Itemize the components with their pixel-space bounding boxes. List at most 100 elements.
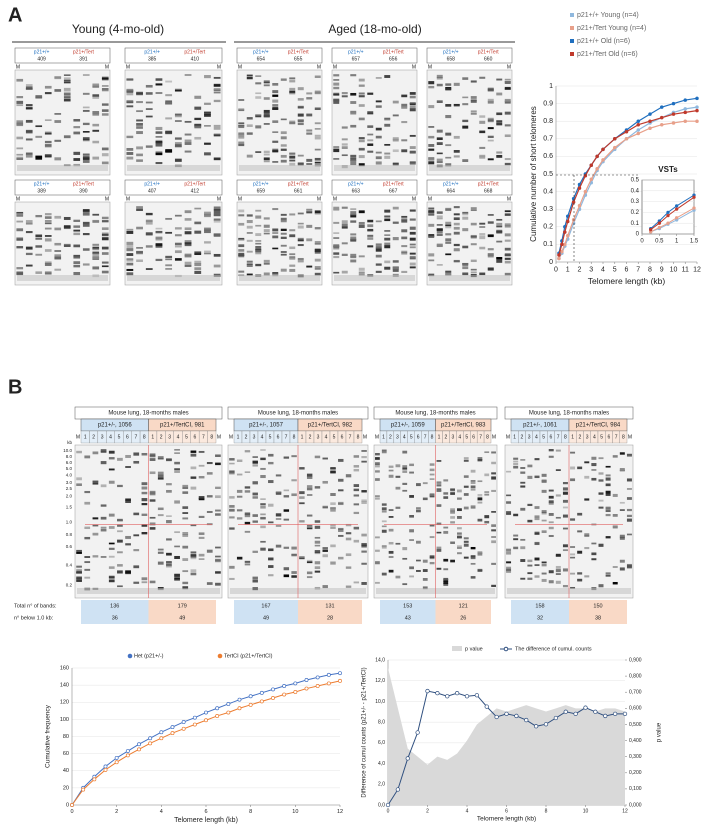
genotype-label: p21+/Tert [288, 181, 310, 187]
gel-band [555, 516, 561, 519]
gel-band [268, 574, 274, 577]
gel-smear [127, 165, 220, 171]
gel-band [428, 126, 435, 128]
gel-band [289, 253, 296, 256]
gel-band [548, 521, 554, 524]
gel-band [92, 140, 100, 144]
gel-band [506, 501, 512, 504]
gel-band [422, 497, 428, 501]
lane-number: 8 [210, 434, 213, 440]
gel-band [289, 90, 296, 94]
gel-band [283, 567, 290, 571]
gel-band [198, 497, 205, 501]
gel-band [350, 154, 357, 158]
gel-band [341, 226, 348, 229]
gel-band [345, 532, 352, 535]
gel-band [409, 209, 416, 212]
gel-band [612, 581, 618, 585]
group-title: Young (4-mo-old) [72, 22, 164, 36]
gel-band [194, 260, 202, 264]
gel-band [280, 244, 287, 247]
gel-band [126, 248, 134, 252]
gel-smear [127, 275, 220, 281]
lane-number: 7 [479, 434, 482, 440]
gel-band [16, 104, 24, 107]
series-line [558, 110, 698, 256]
gel-band [504, 253, 511, 256]
point [92, 777, 97, 782]
gel-band [491, 540, 496, 544]
gel-band [126, 258, 134, 261]
lane-number: 7 [134, 434, 137, 440]
lane-number: 3 [168, 434, 171, 440]
gel-band [155, 237, 163, 241]
sample-id: 409 [37, 56, 46, 62]
gel-band [246, 232, 253, 234]
gel-band [436, 231, 443, 234]
x-tick-label: 4 [160, 809, 163, 815]
gel-band [506, 561, 512, 564]
gel-header [236, 179, 323, 196]
gel-band [527, 519, 533, 523]
gel-band [513, 460, 519, 463]
gel-band [101, 270, 109, 274]
gel-band [165, 101, 173, 105]
gel-band [184, 150, 192, 153]
gel-band [155, 150, 163, 154]
gel-band [487, 255, 494, 258]
gel-band [555, 569, 561, 573]
sample-id: 657 [352, 56, 361, 62]
gel-band [338, 534, 344, 537]
gel-band [76, 551, 82, 554]
lane-number: 7 [424, 434, 427, 440]
gel-band [470, 209, 477, 212]
gel-band [108, 575, 115, 578]
point [70, 803, 74, 807]
gel-band [238, 132, 245, 136]
gel-band [358, 78, 365, 82]
gel-band [306, 92, 313, 95]
genotype-label: p21+/Tert [383, 49, 405, 55]
gel-band [402, 467, 408, 470]
gel-band [345, 537, 352, 541]
gel-band [314, 249, 321, 253]
gel-band [133, 534, 140, 537]
gel-band [291, 493, 297, 497]
point [666, 221, 670, 225]
gel-band [101, 85, 109, 87]
gel-band [384, 118, 391, 121]
gel-band [361, 582, 367, 585]
gel-band [470, 480, 476, 482]
gel-band [487, 100, 494, 104]
gel-image [124, 69, 223, 176]
gel-band [246, 263, 253, 266]
sample-id: 407 [148, 188, 157, 194]
gel-band [479, 272, 486, 276]
gel-band [297, 237, 304, 241]
count-cell [511, 600, 569, 624]
point [271, 696, 275, 700]
gel-band [409, 237, 416, 241]
gel-band [54, 242, 62, 246]
gel-band [361, 533, 367, 537]
gel-band [401, 229, 408, 233]
gel-band [605, 572, 611, 575]
gel-band [479, 226, 486, 228]
gel-band [562, 499, 568, 503]
gel-band [82, 211, 90, 215]
gel-band [409, 134, 416, 137]
count-cell [234, 600, 298, 624]
gel-band [584, 575, 590, 578]
lane-number: 1 [571, 434, 574, 440]
gel-band [409, 262, 416, 266]
gel-band [136, 131, 143, 135]
gel-band [289, 257, 296, 260]
gel-band [443, 492, 449, 495]
gel-band [333, 93, 340, 96]
gel-band [388, 516, 394, 518]
gel-band [314, 525, 321, 529]
gel-band [367, 228, 374, 232]
gel-band [605, 510, 611, 512]
gel-band [100, 504, 107, 507]
gel-band [436, 548, 442, 552]
